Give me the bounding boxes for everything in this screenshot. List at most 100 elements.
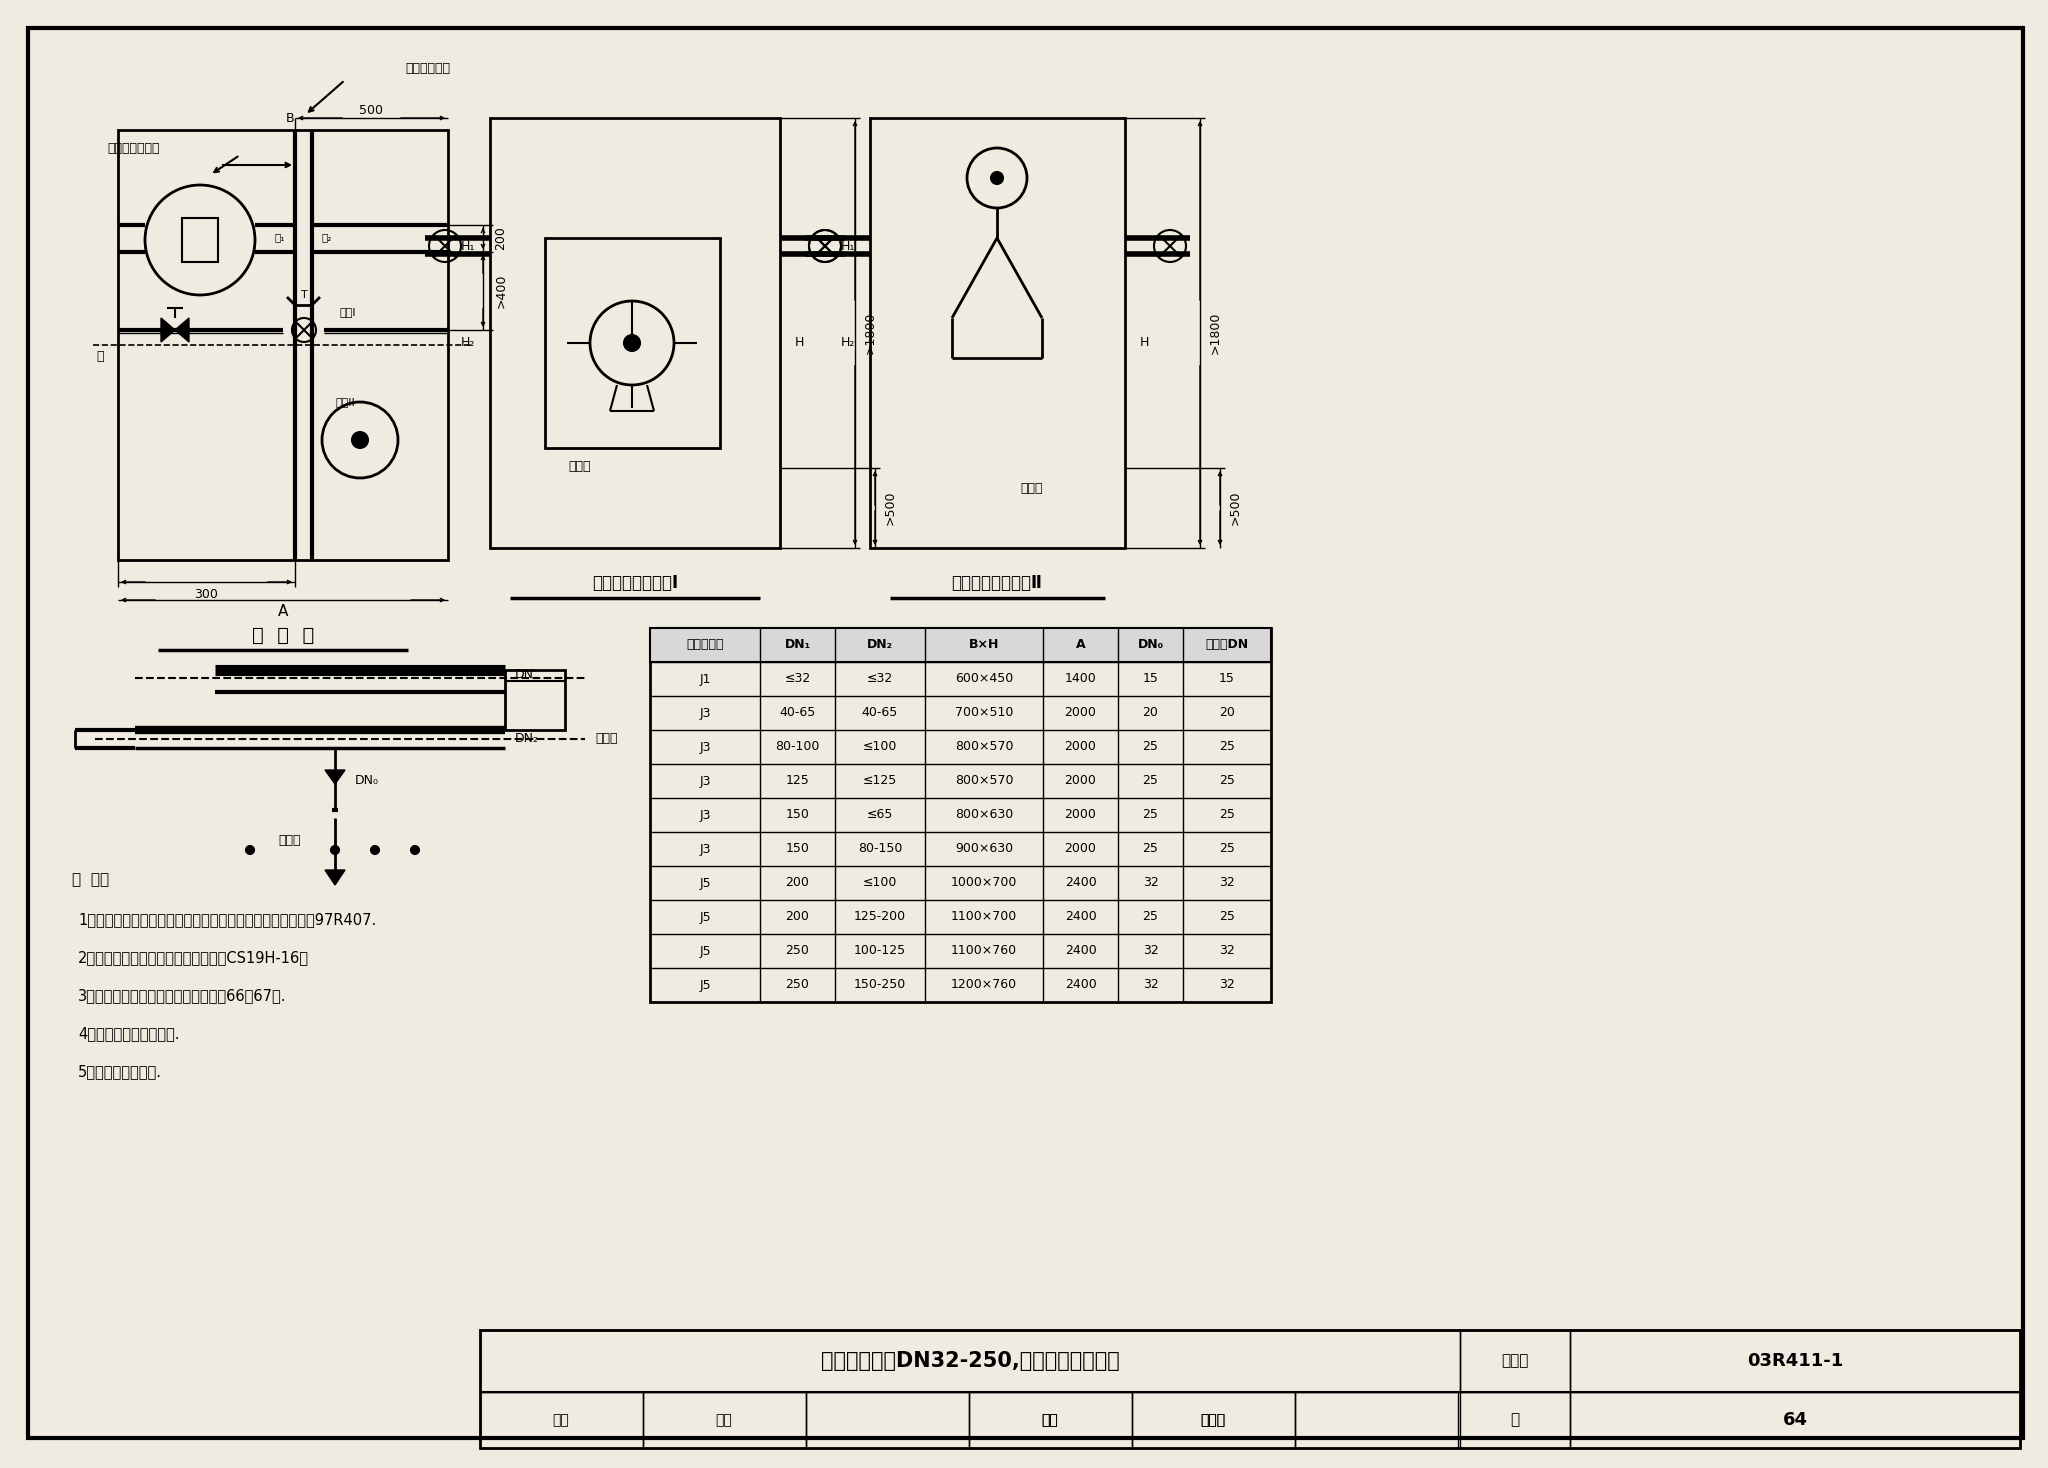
Text: DN₂: DN₂ [866,639,893,652]
Text: 刘明: 刘明 [715,1414,733,1427]
Text: >400: >400 [494,275,508,308]
Bar [506,669,565,730]
Text: 25: 25 [1143,843,1159,856]
Text: 2000: 2000 [1065,775,1096,787]
Text: 15: 15 [1143,672,1159,686]
Polygon shape [174,319,188,342]
Text: 集水管: 集水管 [1020,482,1042,495]
Text: 页: 页 [1511,1412,1520,1427]
Text: 600×450: 600×450 [954,672,1014,686]
Text: 20: 20 [1219,706,1235,719]
Bar [1294,1392,1458,1447]
Text: 蒸汽流动方向: 蒸汽流动方向 [406,62,451,75]
Text: ≤100: ≤100 [862,876,897,890]
Text: 25: 25 [1219,809,1235,822]
Text: 2000: 2000 [1065,809,1096,822]
Bar [182,219,217,261]
Text: 疏水器DN: 疏水器DN [1206,639,1249,652]
Text: 甲: 甲 [96,351,104,364]
Text: H₂: H₂ [840,336,854,349]
Text: 1100×760: 1100×760 [950,944,1018,957]
Text: 附  注：: 附 注： [72,872,109,888]
Circle shape [246,846,254,854]
Text: 32: 32 [1219,979,1235,991]
Bar [479,1330,1460,1392]
Text: DN₁: DN₁ [784,639,811,652]
Polygon shape [162,319,174,342]
Text: 200: 200 [494,226,508,250]
Text: 1400: 1400 [1065,672,1096,686]
Text: 审核: 审核 [553,1414,569,1427]
Text: ≤32: ≤32 [866,672,893,686]
Text: 800×570: 800×570 [954,740,1014,753]
Text: 700×510: 700×510 [954,706,1014,719]
Text: 集水管: 集水管 [596,733,618,746]
Text: H₁: H₁ [840,239,854,252]
Text: 设计: 设计 [1042,1414,1059,1427]
Bar [479,1330,2019,1447]
Text: 牛进才: 牛进才 [1200,1414,1225,1427]
Text: 方案II: 方案II [336,396,354,407]
Text: 2400: 2400 [1065,876,1096,890]
Text: 2000: 2000 [1065,706,1096,719]
Text: 40-65: 40-65 [862,706,899,719]
Text: 石中东: 石中东 [1200,1414,1225,1427]
Bar [1571,1392,2019,1447]
Text: 500: 500 [358,104,383,116]
Circle shape [412,846,420,854]
Text: 2400: 2400 [1065,979,1096,991]
Text: 25: 25 [1219,740,1235,753]
Text: 1200×760: 1200×760 [950,979,1018,991]
Text: 800×570: 800×570 [954,775,1014,787]
Text: 2000: 2000 [1065,843,1096,856]
Text: 甲－甲剖面图方案Ⅱ: 甲－甲剖面图方案Ⅱ [952,574,1042,592]
Text: 检查井编号: 检查井编号 [686,639,723,652]
Text: DN: DN [514,668,535,681]
Text: J3: J3 [698,809,711,822]
Bar [649,628,1272,1003]
Circle shape [332,846,340,854]
Polygon shape [326,771,344,784]
Text: J3: J3 [698,775,711,787]
Text: 2400: 2400 [1065,944,1096,957]
Text: 1000×700: 1000×700 [950,876,1018,890]
Bar [969,1392,1133,1447]
Text: ≤125: ≤125 [862,775,897,787]
Text: 3、抽水器制造图、安装图见本图集第66、67页.: 3、抽水器制造图、安装图见本图集第66、67页. [78,988,287,1004]
Text: J5: J5 [698,876,711,890]
Text: 2400: 2400 [1065,910,1096,923]
Text: 1、蒸汽管集水管及起动疏水装置参见动力设施国家标准图集97R407.: 1、蒸汽管集水管及起动疏水装置参见动力设施国家标准图集97R407. [78,913,377,928]
Text: 检查井布管（DN32-250,双管、一管保温）: 检查井布管（DN32-250,双管、一管保温） [821,1351,1120,1371]
Text: 疏水器: 疏水器 [279,834,301,847]
Text: 4、井内凝结水管需保温.: 4、井内凝结水管需保温. [78,1026,180,1041]
Text: 125: 125 [786,775,809,787]
Text: 200: 200 [786,876,809,890]
Text: 32: 32 [1143,944,1159,957]
Text: B: B [285,112,295,125]
Text: 校对: 校对 [1042,1414,1059,1427]
Text: J5: J5 [698,944,711,957]
Bar [870,117,1124,548]
Text: 32: 32 [1219,876,1235,890]
Text: 150: 150 [786,843,809,856]
Text: 15: 15 [1219,672,1235,686]
Text: 80-100: 80-100 [776,740,819,753]
Circle shape [371,846,379,854]
Text: 25: 25 [1143,740,1159,753]
Bar [649,628,1272,662]
Text: 32: 32 [1143,979,1159,991]
Text: 25: 25 [1219,843,1235,856]
Text: 125-200: 125-200 [854,910,905,923]
Text: J3: J3 [698,706,711,719]
Circle shape [625,335,639,351]
Text: DN₀: DN₀ [1137,639,1163,652]
Text: 图集号: 图集号 [1501,1353,1528,1368]
Text: >1800: >1800 [1208,311,1221,354]
Text: 平  面  图: 平 面 图 [252,625,313,644]
Text: J3: J3 [698,740,711,753]
Text: 25: 25 [1143,809,1159,822]
Text: 1100×700: 1100×700 [950,910,1018,923]
Bar [643,1392,807,1447]
Text: 凝结水流动方向: 凝结水流动方向 [106,141,160,154]
Polygon shape [326,871,344,885]
